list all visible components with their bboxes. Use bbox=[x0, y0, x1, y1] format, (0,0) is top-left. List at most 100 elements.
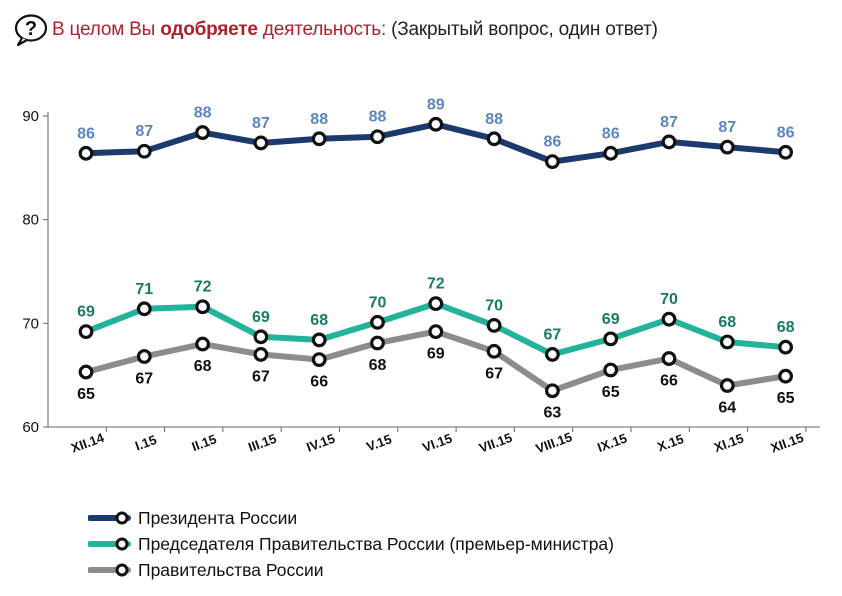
legend-label: Председателя Правительства России (премь… bbox=[138, 533, 614, 554]
data-label: 86 bbox=[602, 125, 620, 142]
data-point bbox=[253, 347, 269, 362]
data-point bbox=[545, 347, 560, 362]
legend-swatch-marker bbox=[115, 537, 129, 551]
question-speech-bubble-icon: ? bbox=[14, 14, 48, 47]
data-label: 64 bbox=[718, 400, 736, 417]
data-point bbox=[253, 135, 269, 151]
data-label: 88 bbox=[369, 109, 387, 126]
data-point bbox=[78, 364, 94, 380]
data-point bbox=[661, 311, 677, 327]
y-tick-label: 80 bbox=[22, 212, 39, 229]
chart-title: В целом Вы одобряете деятельность: (Закр… bbox=[52, 19, 658, 41]
data-label: 69 bbox=[77, 304, 95, 321]
x-tick-label: V.15 bbox=[364, 431, 393, 454]
data-point bbox=[486, 343, 502, 359]
data-label: 87 bbox=[660, 114, 678, 131]
data-label: 67 bbox=[135, 371, 153, 388]
title-part-1: В целом Вы bbox=[52, 19, 161, 40]
data-point bbox=[78, 324, 94, 340]
data-label: 71 bbox=[135, 281, 153, 298]
data-point bbox=[778, 144, 793, 160]
legend-item: Правительства России bbox=[88, 557, 614, 583]
data-label: 67 bbox=[252, 368, 270, 385]
data-label: 67 bbox=[544, 326, 562, 343]
data-point bbox=[136, 143, 152, 159]
data-label: 87 bbox=[718, 119, 736, 136]
x-tick-label: X.15 bbox=[655, 431, 685, 454]
data-point bbox=[603, 362, 619, 378]
title-part-3: деятельность: bbox=[257, 19, 387, 40]
data-point bbox=[428, 296, 444, 312]
data-label: 72 bbox=[427, 276, 445, 293]
chart-points bbox=[78, 116, 793, 399]
x-tick-label: VI.15 bbox=[420, 431, 454, 455]
data-point bbox=[311, 332, 327, 348]
data-point bbox=[778, 339, 793, 355]
data-label: 87 bbox=[135, 123, 153, 140]
data-label: 68 bbox=[369, 357, 387, 374]
legend-label: Правительства России bbox=[138, 559, 324, 580]
data-point bbox=[486, 131, 502, 147]
legend-swatch-marker bbox=[115, 563, 129, 577]
svg-text:?: ? bbox=[25, 18, 37, 40]
data-label: 72 bbox=[194, 279, 212, 296]
data-label: 87 bbox=[252, 115, 270, 132]
legend-swatch bbox=[88, 563, 131, 577]
data-label: 65 bbox=[77, 386, 95, 403]
chart-axes: 60 70 80 90 bbox=[22, 108, 820, 436]
title-part-2: одобряете bbox=[160, 19, 258, 40]
chart-legend: Президента России Председателя Правительс… bbox=[88, 505, 614, 583]
legend-swatch-marker bbox=[115, 511, 129, 525]
data-label: 86 bbox=[544, 134, 562, 151]
data-point bbox=[195, 125, 211, 140]
data-label: 65 bbox=[602, 384, 620, 401]
data-label: 65 bbox=[777, 390, 795, 407]
x-tick-label: IX.15 bbox=[595, 431, 629, 455]
data-point bbox=[136, 301, 152, 317]
y-tick-label: 70 bbox=[22, 315, 39, 332]
chart-header: ? В целом Вы одобряете деятельность: (За… bbox=[14, 10, 658, 50]
x-tick-label: XII.14 bbox=[69, 430, 107, 456]
data-point bbox=[603, 145, 619, 161]
data-point bbox=[311, 352, 327, 368]
data-point bbox=[428, 324, 444, 340]
legend-item: Президента России bbox=[88, 505, 614, 531]
data-point bbox=[370, 335, 385, 351]
x-tick-label: II.15 bbox=[190, 431, 219, 454]
data-point bbox=[719, 378, 735, 393]
x-tick-label: IV.15 bbox=[304, 431, 337, 455]
data-label: 86 bbox=[777, 124, 795, 141]
chart-data-labels: 86 87 88 87 88 88 89 88 86 86 87 87 86 69 71 72 69 68 70 72… bbox=[77, 96, 794, 421]
data-point bbox=[428, 116, 444, 132]
data-label: 70 bbox=[369, 294, 387, 311]
data-point bbox=[486, 318, 502, 333]
data-point bbox=[603, 331, 619, 347]
legend-swatch bbox=[88, 511, 131, 525]
data-point bbox=[545, 154, 560, 170]
data-point bbox=[136, 349, 152, 364]
legend-swatch bbox=[88, 537, 131, 551]
data-point bbox=[370, 314, 385, 330]
data-point bbox=[78, 145, 94, 161]
data-label: 88 bbox=[485, 111, 503, 128]
line-chart: 60 70 80 90 86 87 88 87 88 88 89 88 86 86 87 87 86 69 71 7… bbox=[22, 96, 820, 456]
x-tick-label: XI.15 bbox=[712, 431, 746, 455]
data-point bbox=[370, 129, 385, 145]
x-tick-label: VII.15 bbox=[477, 430, 514, 456]
data-point bbox=[253, 329, 269, 345]
data-point bbox=[195, 336, 211, 352]
data-point bbox=[661, 134, 677, 150]
data-label: 68 bbox=[777, 319, 795, 336]
data-label: 69 bbox=[252, 309, 270, 326]
title-part-4: (Закрытый вопрос, один ответ) bbox=[386, 19, 658, 40]
data-label: 89 bbox=[427, 96, 445, 113]
data-label: 66 bbox=[310, 374, 328, 391]
data-label: 67 bbox=[485, 365, 503, 382]
legend-label: Президента России bbox=[138, 507, 298, 528]
data-label: 86 bbox=[77, 125, 95, 142]
data-label: 68 bbox=[718, 314, 736, 331]
data-point bbox=[661, 351, 677, 366]
data-point bbox=[195, 299, 211, 315]
data-label: 70 bbox=[660, 291, 678, 308]
y-tick-label: 90 bbox=[22, 108, 39, 125]
